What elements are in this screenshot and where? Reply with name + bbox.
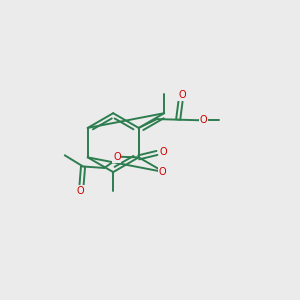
Text: O: O: [159, 167, 166, 177]
Text: O: O: [113, 152, 121, 162]
Text: O: O: [76, 186, 84, 196]
Text: O: O: [178, 90, 186, 100]
Text: O: O: [200, 115, 207, 125]
Text: O: O: [160, 147, 167, 158]
